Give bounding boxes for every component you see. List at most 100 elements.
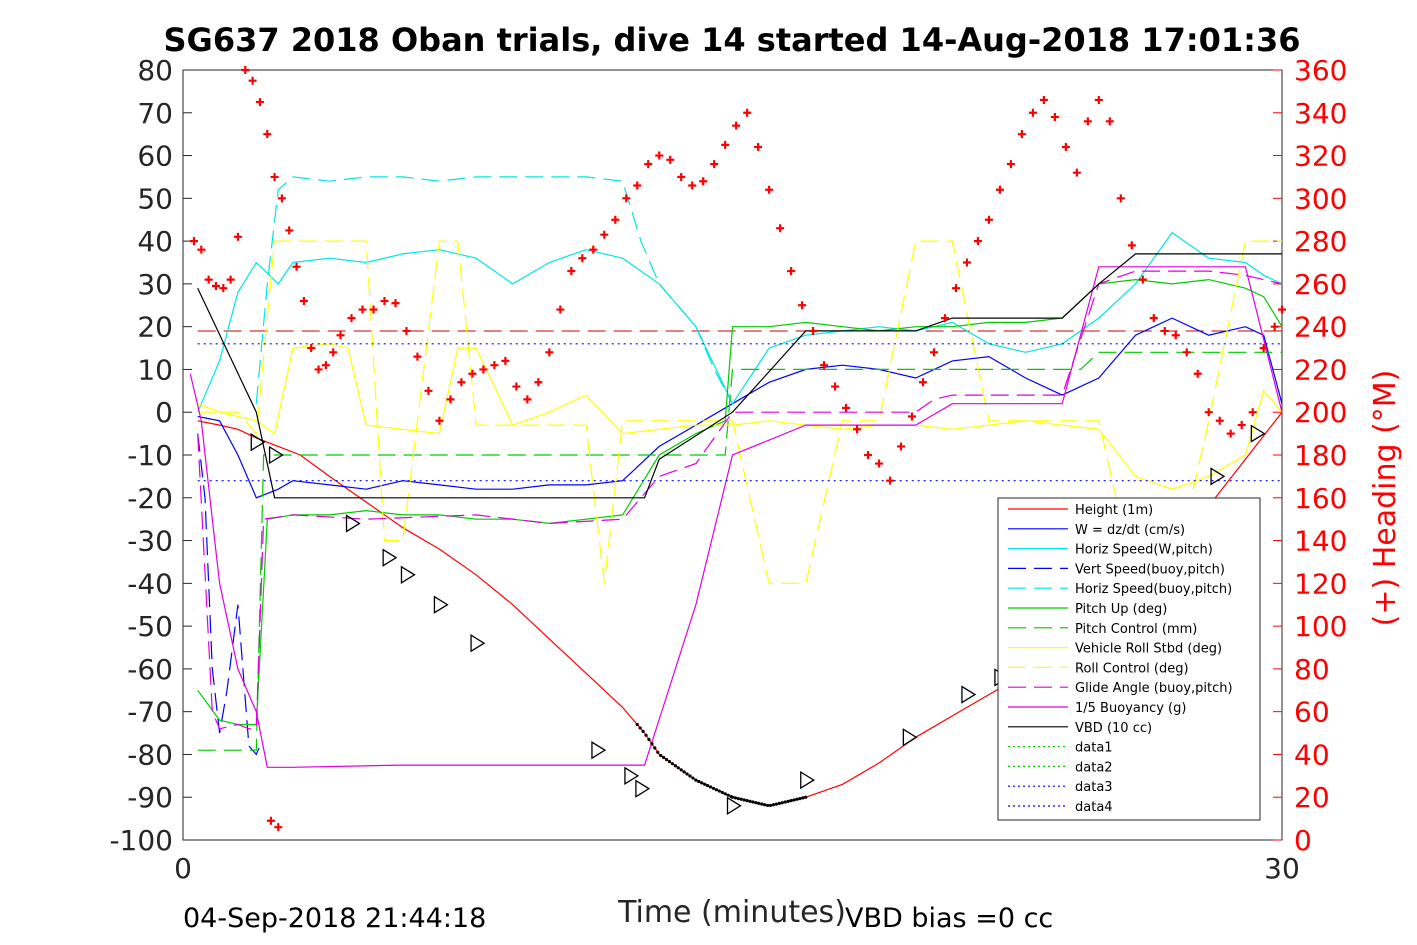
heading-point [633,181,642,190]
dive-dot [720,790,724,795]
legend-label: Roll Control (deg) [1075,661,1189,676]
right-y-tick-label: 100 [1294,610,1347,643]
right-y-tick-label: 320 [1294,140,1347,173]
right-y-tick-label: 220 [1294,353,1347,386]
series-line-9 [197,270,1283,730]
y-tick-label: -10 [127,439,173,472]
legend-label: Vert Speed(buoy,pitch) [1075,562,1225,577]
heading-point [1193,369,1202,378]
heading-point [908,412,917,421]
heading-point [266,816,275,825]
heading-point [270,172,279,181]
plot-layer: 80706050403020100-10-20-30-40-50-60-70-8… [109,54,1347,885]
heading-point [1127,241,1136,250]
heading-point [677,172,686,181]
legend-label: Horiz Speed(buoy,pitch) [1075,582,1232,597]
heading-point [776,224,785,233]
right-y-tick-label: 80 [1294,653,1330,686]
y-tick-label: -60 [127,653,173,686]
heading-point [1006,160,1015,169]
dive-dot [644,733,648,737]
dive-dot [786,799,790,803]
heading-point [233,232,242,241]
triangle-marker [635,779,651,798]
heading-point [1278,305,1286,314]
heading-point [299,297,308,305]
legend-label: Vehicle Roll Stbd (deg) [1075,642,1222,657]
heading-point [501,356,510,365]
heading-point [798,301,807,310]
triangle-marker [268,445,284,465]
heading-point [929,348,938,357]
series-line-8 [197,240,1282,584]
heading-point [307,344,316,353]
triangle-marker [800,770,816,790]
heading-point [886,476,895,485]
heading-point [831,382,840,391]
triangle-marker [1250,424,1266,443]
heading-point [402,326,411,335]
dive-dot [682,770,686,774]
legend-label: data1 [1075,741,1113,756]
series-line-7 [197,343,1283,490]
legend-label: Horiz Speed(W,pitch) [1075,543,1213,558]
x-tick-label: 0 [174,852,192,885]
right-y-tick-label: 340 [1294,97,1347,130]
series-line-11 [197,253,1282,499]
heading-point [490,361,499,370]
heading-point [1061,143,1070,151]
y-tick-label: -70 [127,696,173,729]
heading-point [995,185,1004,194]
heading-point [523,395,532,404]
heading-point [545,348,554,357]
series-line-3 [197,433,261,756]
heading-point [556,305,565,314]
heading-point [940,314,949,323]
heading-point [1050,113,1059,122]
dive-dot [742,798,746,802]
dive-dot [795,797,799,801]
dive-dot [783,800,787,804]
heading-point [1226,429,1235,438]
y-tick-label: 0 [155,396,173,429]
heading-point [820,361,829,370]
heading-point [787,267,796,276]
y-tick-label: -90 [127,781,173,814]
series-line-2 [197,231,1283,413]
legend-label: Height (1m) [1075,503,1153,518]
right-y-tick-label: 60 [1294,696,1330,729]
heading-point [274,823,283,832]
legend-label: Glide Angle (buoy,pitch) [1075,681,1233,696]
footer-vbd-bias: VBD bias =0 cc [845,903,1053,934]
heading-point [329,348,338,357]
y-tick-label: -100 [109,824,173,857]
heading-point [204,275,213,284]
y-tick-label: -50 [127,610,173,643]
dive-dot [647,737,651,742]
heading-point [611,215,620,224]
dive-dot [708,785,713,789]
right-y-tick-label: 260 [1294,268,1347,301]
heading-point [1094,95,1103,104]
dive-dot [705,783,710,788]
right-y-tick-label: 180 [1294,439,1347,472]
heading-point [457,378,466,387]
dive-dot [638,726,642,730]
dive-dot [691,776,695,780]
legend-label: data4 [1075,800,1113,815]
heading-point [435,416,444,425]
heading-point [189,237,198,246]
heading-point [292,262,301,271]
triangle-marker [382,548,398,567]
dive-dot [670,762,675,766]
right-y-tick-label: 240 [1294,311,1347,344]
dive-dot [792,798,796,802]
legend-box [997,497,1261,821]
heading-point [1237,421,1246,430]
heading-point [655,151,664,160]
dive-dot [757,801,761,805]
heading-point [1248,408,1257,417]
heading-point [710,160,719,169]
series-line-10 [189,266,1283,768]
